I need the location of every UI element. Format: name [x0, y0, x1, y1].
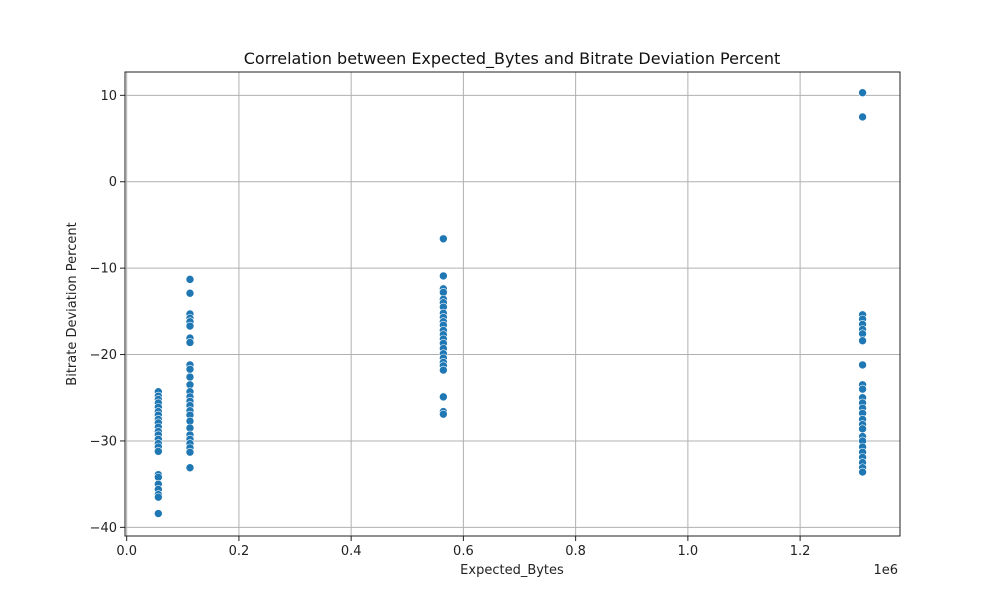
x-offset-label: 1e6: [873, 563, 898, 578]
scatter-point: [185, 447, 195, 457]
scatter-point: [154, 447, 163, 456]
y-tick-label: −10: [90, 262, 117, 277]
chart-title: Correlation between Expected_Bytes and B…: [244, 49, 781, 69]
x-tick-label: 1.0: [678, 544, 699, 559]
grid-layer: [125, 72, 900, 536]
scatter-point: [185, 338, 195, 347]
scatter-point: [858, 112, 867, 122]
scatter-point: [154, 492, 163, 502]
scatter-point: [154, 509, 163, 518]
scatter-point: [439, 234, 448, 244]
y-tick-label: −20: [90, 348, 117, 363]
scatter-point: [858, 360, 867, 370]
x-tick-label: 1.2: [790, 544, 811, 559]
scatter-point: [858, 467, 867, 477]
plot-frame: [124, 71, 901, 537]
x-axis-label: Expected_Bytes: [460, 563, 564, 578]
scatter-point: [185, 288, 195, 298]
scatter-point: [858, 88, 867, 98]
x-tick-label: 0.6: [453, 544, 474, 559]
ticks-layer: 0.0 0.2 0.4 0.6 0.8 1.0 1.2 −40 −30 −20 −10 0 10: [90, 89, 811, 559]
scatter-point: [185, 321, 195, 331]
x-tick-label: 0.8: [565, 544, 586, 559]
y-tick-label: 10: [100, 89, 117, 104]
scatter-point: [439, 392, 448, 402]
scatter-point: [439, 271, 448, 281]
scatter-point: [185, 372, 195, 382]
scatter-point: [439, 409, 448, 419]
scatter-point: [185, 364, 195, 374]
y-tick-label: −30: [90, 434, 117, 449]
scatter-point: [858, 424, 867, 434]
scatter-point: [185, 275, 195, 284]
scatter-point: [858, 384, 867, 394]
scatter-point: [858, 336, 867, 346]
x-tick-label: 0.2: [229, 544, 250, 559]
y-tick-label: −40: [90, 521, 117, 536]
y-tick-label: 0: [109, 175, 117, 190]
scatter-point: [185, 463, 195, 473]
y-axis-label: Bitrate Deviation Percent: [65, 222, 80, 385]
x-tick-label: 0.0: [116, 544, 137, 559]
x-tick-label: 0.4: [341, 544, 362, 559]
points-layer: [154, 88, 867, 518]
scatter-point: [439, 365, 448, 375]
